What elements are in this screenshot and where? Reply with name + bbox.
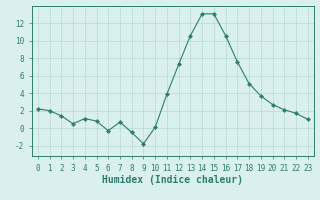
X-axis label: Humidex (Indice chaleur): Humidex (Indice chaleur) — [102, 175, 243, 185]
